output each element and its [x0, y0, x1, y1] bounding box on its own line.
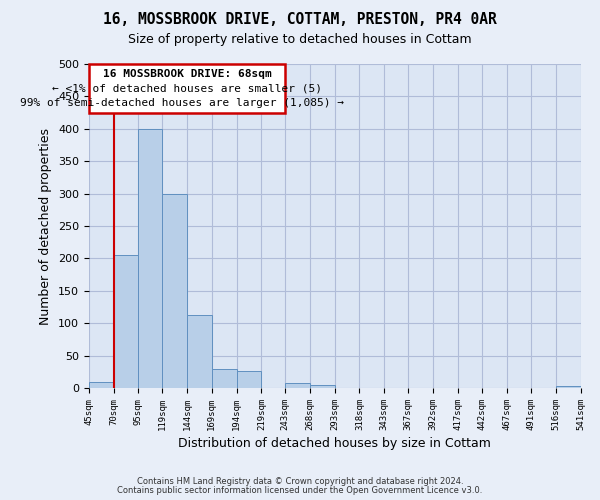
Bar	[113, 255, 139, 388]
Text: Size of property relative to detached houses in Cottam: Size of property relative to detached ho…	[128, 32, 472, 46]
Bar	[285, 383, 310, 388]
Bar	[310, 385, 335, 388]
X-axis label: Distribution of detached houses by size in Cottam: Distribution of detached houses by size …	[178, 437, 491, 450]
Bar	[212, 368, 236, 388]
FancyBboxPatch shape	[89, 64, 285, 112]
Text: Contains public sector information licensed under the Open Government Licence v3: Contains public sector information licen…	[118, 486, 482, 495]
Text: Contains HM Land Registry data © Crown copyright and database right 2024.: Contains HM Land Registry data © Crown c…	[137, 477, 463, 486]
Bar	[187, 315, 212, 388]
Bar	[162, 194, 187, 388]
Text: 16 MOSSBROOK DRIVE: 68sqm: 16 MOSSBROOK DRIVE: 68sqm	[103, 68, 271, 78]
Bar	[556, 386, 581, 388]
Text: 99% of semi-detached houses are larger (1,085) →: 99% of semi-detached houses are larger (…	[20, 98, 344, 108]
Bar	[139, 129, 162, 388]
Y-axis label: Number of detached properties: Number of detached properties	[40, 128, 52, 324]
Bar	[89, 382, 113, 388]
Bar	[236, 370, 262, 388]
Text: ← <1% of detached houses are smaller (5): ← <1% of detached houses are smaller (5)	[52, 84, 322, 94]
Text: 16, MOSSBROOK DRIVE, COTTAM, PRESTON, PR4 0AR: 16, MOSSBROOK DRIVE, COTTAM, PRESTON, PR…	[103, 12, 497, 28]
